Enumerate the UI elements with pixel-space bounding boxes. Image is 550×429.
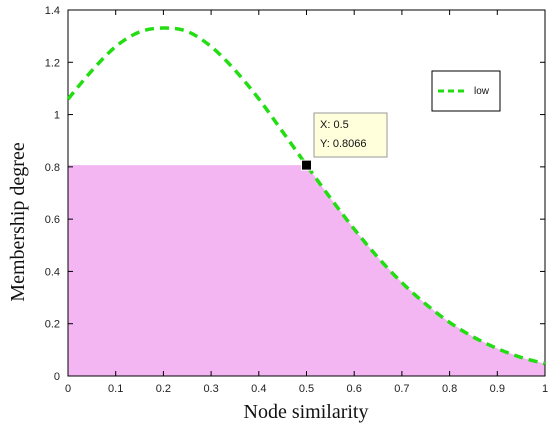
y-tick-label: 1.2 [45, 57, 60, 69]
datatip-box [313, 112, 388, 158]
data-marker[interactable] [301, 159, 312, 171]
datatip[interactable]: X: 0.5 Y: 0.8066 [313, 112, 388, 158]
series-layer [66, 26, 546, 366]
shaded-under-curve [306, 165, 545, 376]
x-tick-label: 0.4 [251, 383, 266, 395]
x-tick-label: 0.2 [156, 383, 171, 395]
y-tick-label: 0 [54, 371, 60, 383]
x-tick-label: 0.1 [108, 383, 123, 395]
y-tick-label: 0.2 [45, 319, 60, 331]
x-tick-label: 1 [542, 383, 548, 395]
datatip-y: Y: 0.8066 [320, 138, 367, 150]
shaded-rectangle [68, 165, 307, 376]
x-tick-label: 0.8 [442, 383, 457, 395]
shaded-region [68, 165, 545, 376]
x-tick-label: 0.7 [394, 383, 409, 395]
x-tick-label: 0 [65, 383, 71, 395]
marker-layer [301, 159, 312, 171]
axes: 0 0.1 0.2 0.3 0.4 0.5 0.6 0.7 0.8 0.9 1 0 0.2 0.4 0.6 0… [45, 5, 548, 395]
y-tick-label: 0.8 [45, 162, 60, 174]
legend: low [431, 70, 501, 112]
y-tick-label: 1.4 [45, 5, 60, 17]
x-axis-title: Node similarity [244, 401, 369, 423]
datatip-x: X: 0.5 [320, 119, 349, 131]
x-tick-label: 0.9 [490, 383, 505, 395]
x-tick-label: 0.3 [203, 383, 218, 395]
legend-label-low: low [474, 86, 490, 97]
x-tick-label: 0.5 [299, 383, 314, 395]
x-tick-label: 0.6 [347, 383, 362, 395]
y-tick-label: 0.4 [45, 266, 60, 278]
y-tick-label: 0.6 [45, 214, 60, 226]
y-axis-title: Membership degree [7, 142, 29, 302]
series-line-low [66, 26, 546, 366]
y-tick-label: 1 [54, 110, 60, 122]
